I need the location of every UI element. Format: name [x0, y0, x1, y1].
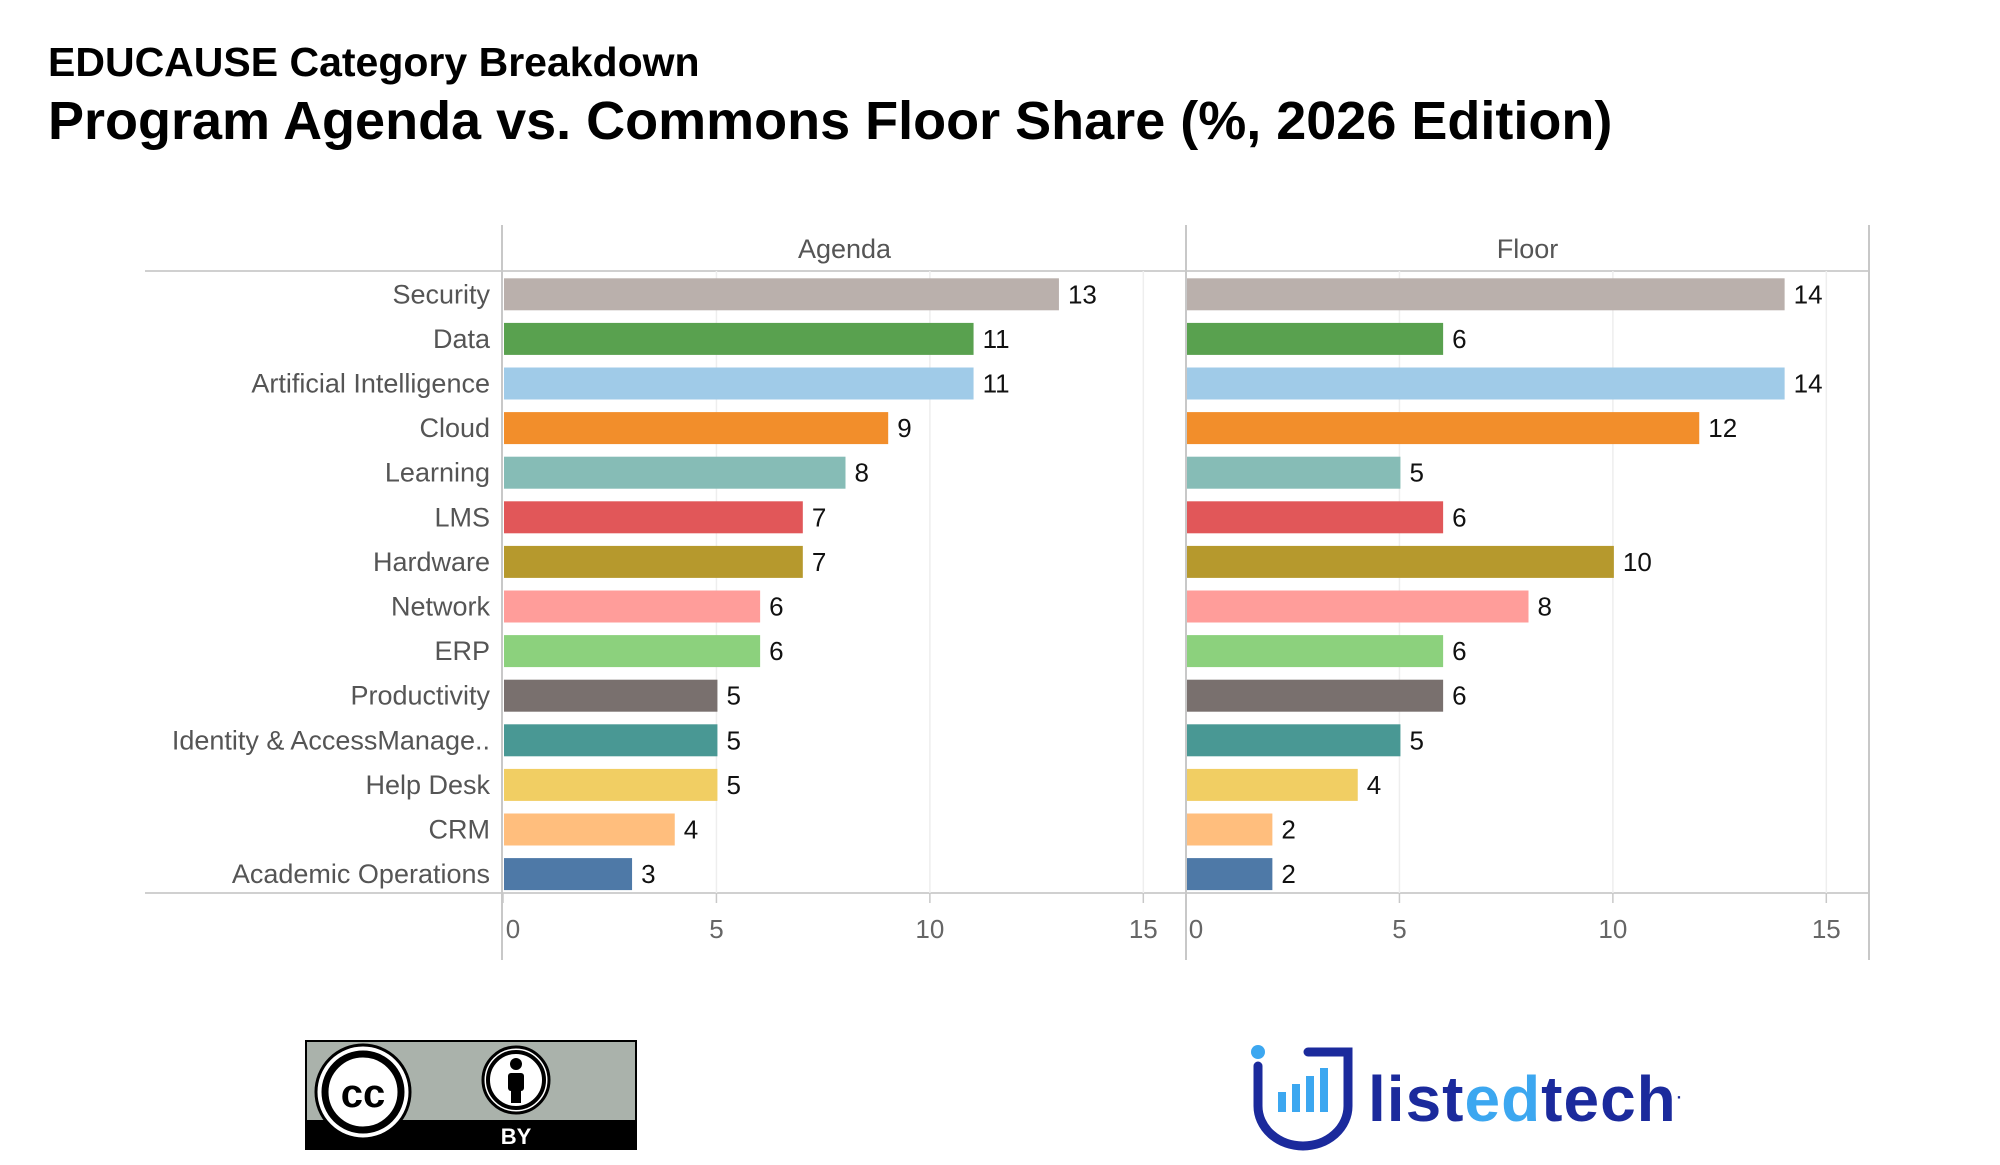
bar: [1187, 278, 1785, 311]
listedtech-logo: listedtech.: [1248, 1042, 1728, 1152]
bar: [504, 858, 633, 891]
x-tick-label: 5: [709, 914, 723, 944]
data-label: 8: [1538, 592, 1552, 622]
category-label: Productivity: [350, 681, 490, 711]
bar: [1187, 724, 1401, 757]
data-label: 9: [897, 413, 911, 443]
bar: [504, 679, 718, 712]
data-label: 11: [983, 369, 1010, 399]
data-label: 8: [855, 458, 869, 488]
category-label: ERP: [434, 636, 490, 666]
data-label: 2: [1281, 859, 1295, 889]
cc-by-license-badge: cc BY: [305, 1040, 637, 1150]
bar: [504, 367, 974, 400]
bar: [1187, 545, 1614, 578]
data-label: 7: [812, 502, 826, 532]
category-label: Cloud: [419, 413, 490, 443]
category-label: CRM: [429, 815, 491, 845]
bar: [504, 768, 718, 801]
category-label: LMS: [434, 502, 490, 532]
license-by-label: BY: [501, 1124, 532, 1149]
bar: [1187, 367, 1785, 400]
bar: [504, 635, 761, 668]
data-label: 7: [812, 547, 826, 577]
data-label: 3: [641, 859, 655, 889]
bar: [1187, 412, 1700, 445]
panel-header-agenda: Agenda: [798, 234, 892, 264]
data-label: 5: [726, 770, 740, 800]
data-label: 6: [769, 592, 783, 622]
bar: [504, 545, 803, 578]
category-label: Network: [391, 592, 491, 622]
data-label: 5: [726, 725, 740, 755]
data-label: 4: [1367, 770, 1381, 800]
x-tick-label: 10: [1598, 914, 1627, 944]
bar: [1187, 322, 1444, 355]
data-label: 5: [1409, 458, 1423, 488]
bar: [1187, 501, 1444, 534]
category-label: Help Desk: [365, 770, 490, 800]
data-label: 6: [769, 636, 783, 666]
logo-wordmark: listedtech.: [1368, 1062, 1682, 1136]
data-label: 14: [1794, 279, 1823, 309]
category-label: Security: [392, 279, 490, 309]
bar: [1187, 858, 1273, 891]
logo-part-dot: .: [1676, 1085, 1683, 1103]
x-tick-label: 0: [506, 914, 520, 944]
category-label: Artificial Intelligence: [251, 369, 490, 399]
panel-header-floor: Floor: [1497, 234, 1559, 264]
category-label: Data: [433, 324, 491, 354]
category-label: Academic Operations: [232, 859, 490, 889]
chart-titles: EDUCAUSE Category Breakdown Program Agen…: [48, 36, 1612, 154]
logo-part-ed: ed: [1464, 1063, 1542, 1135]
data-label: 5: [726, 681, 740, 711]
cc-icon: cc: [341, 1072, 386, 1116]
bar: [1187, 813, 1273, 846]
data-label: 5: [1409, 725, 1423, 755]
bar: [504, 590, 761, 623]
chart-title: Program Agenda vs. Commons Floor Share (…: [48, 91, 1613, 151]
x-tick-label: 5: [1392, 914, 1406, 944]
x-tick-label: 10: [915, 914, 944, 944]
data-label: 10: [1623, 547, 1652, 577]
logo-part-tech: tech: [1541, 1063, 1677, 1135]
bar: [504, 813, 675, 846]
data-label: 11: [983, 324, 1010, 354]
bar: [1187, 456, 1401, 489]
data-label: 6: [1452, 636, 1466, 666]
logo-part-list: list: [1368, 1063, 1465, 1135]
bar: [1187, 768, 1358, 801]
bar: [504, 456, 846, 489]
data-label: 6: [1452, 324, 1466, 354]
x-tick-label: 0: [1189, 914, 1203, 944]
category-label: Hardware: [373, 547, 490, 577]
bar: [1187, 679, 1444, 712]
bar: [504, 322, 974, 355]
attribution-person-icon: [508, 1058, 524, 1103]
x-tick-label: 15: [1129, 914, 1158, 944]
chart-subtitle: EDUCAUSE Category Breakdown: [48, 39, 700, 85]
data-label: 4: [684, 815, 698, 845]
bar: [504, 278, 1059, 311]
category-label: Learning: [385, 458, 490, 488]
data-label: 14: [1794, 369, 1823, 399]
bar: [1187, 590, 1529, 623]
bar: [1187, 635, 1444, 668]
logo-bar-chart-icon: [1251, 1045, 1353, 1151]
data-label: 6: [1452, 681, 1466, 711]
bar: [504, 724, 718, 757]
data-label: 12: [1708, 413, 1737, 443]
data-label: 13: [1068, 279, 1097, 309]
bar: [504, 412, 889, 445]
category-label: Identity & AccessManage..: [172, 725, 490, 755]
x-tick-label: 15: [1812, 914, 1841, 944]
bar: [504, 501, 803, 534]
data-label: 2: [1281, 815, 1295, 845]
data-label: 6: [1452, 502, 1466, 532]
